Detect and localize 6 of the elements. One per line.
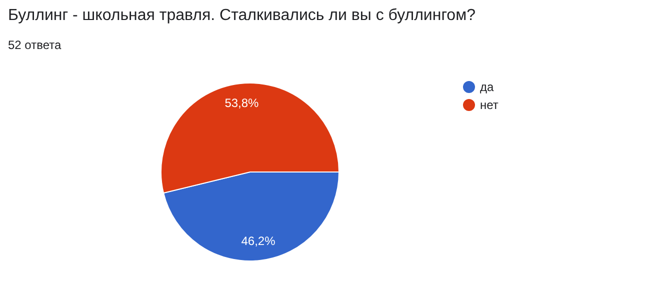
- chart-title: Буллинг - школьная травля. Сталкивались ли вы с буллингом?: [8, 7, 476, 24]
- legend-label: да: [480, 80, 494, 94]
- data-label: 53,8%: [224, 96, 260, 110]
- text: 52 ответа: [8, 38, 62, 52]
- data-label: 46,2%: [241, 234, 276, 248]
- legend-label: нет: [480, 98, 499, 112]
